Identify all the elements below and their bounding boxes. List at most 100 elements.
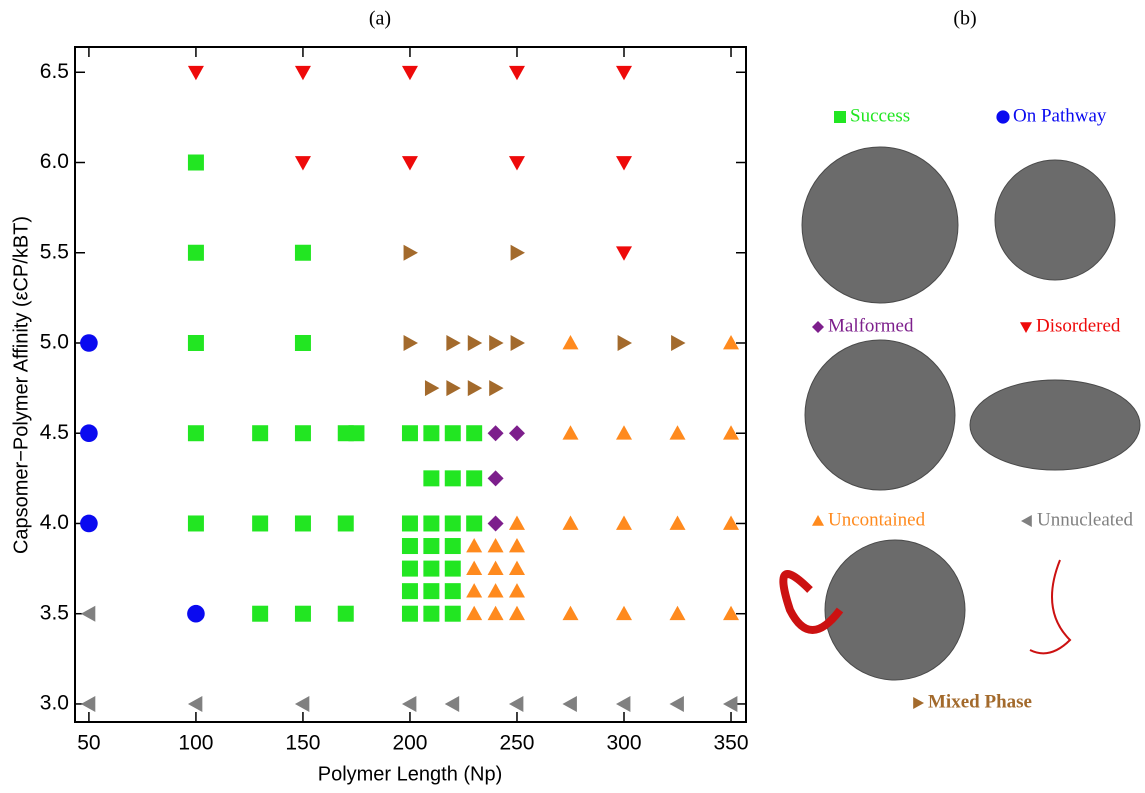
y-tick-label: 6.0: [40, 150, 69, 173]
point: [466, 470, 483, 487]
point: [423, 425, 440, 442]
polymer-image: [1029, 559, 1072, 655]
point: [401, 65, 418, 81]
point: [616, 156, 632, 171]
point: [508, 605, 525, 621]
point: [294, 515, 311, 532]
point: [489, 380, 504, 397]
point: [294, 156, 311, 171]
point: [187, 244, 204, 261]
point: [562, 695, 577, 712]
point: [401, 515, 418, 532]
point: [403, 244, 418, 261]
point: [487, 425, 504, 442]
panel-label: (a): [369, 8, 391, 30]
point: [423, 470, 440, 487]
point: [616, 65, 632, 81]
point: [669, 695, 684, 712]
point: [80, 514, 98, 533]
panel-label: (b): [953, 8, 976, 30]
point: [187, 695, 203, 712]
legend-label: Mixed Phase: [928, 691, 1032, 712]
point: [616, 515, 632, 530]
point: [423, 605, 440, 622]
point: [489, 334, 504, 351]
x-axis-label: Polymer Length (Np): [318, 763, 503, 785]
y-tick-label: 6.5: [40, 60, 69, 83]
point: [337, 515, 354, 532]
point: [444, 695, 460, 712]
y-tick-label: 5.5: [40, 240, 69, 263]
point: [466, 605, 483, 621]
point: [294, 334, 311, 351]
x-tick-label: 50: [77, 732, 100, 755]
point: [423, 583, 440, 600]
point: [616, 425, 632, 440]
y-axis-label: Capsomer−Polymer Affinity (εCP/kBT): [10, 216, 32, 554]
y-tick-label: 4.5: [40, 421, 69, 444]
point: [510, 334, 525, 351]
point: [294, 244, 311, 261]
point: [187, 425, 204, 442]
capsid-image: [824, 539, 966, 681]
point: [401, 560, 418, 577]
y-tick-label: 5.0: [40, 331, 69, 354]
point: [444, 515, 461, 532]
point: [252, 605, 269, 622]
point: [723, 425, 740, 440]
point: [508, 65, 525, 81]
point: [187, 334, 204, 351]
point: [671, 334, 686, 351]
point: [187, 604, 205, 623]
point: [487, 470, 504, 487]
legend-label: Success: [850, 105, 910, 126]
point: [508, 583, 525, 598]
point: [466, 538, 483, 553]
legend-marker: [1021, 515, 1032, 527]
point: [466, 515, 483, 532]
y-tick-label: 4.0: [40, 511, 69, 534]
point: [294, 695, 310, 712]
point: [487, 538, 504, 553]
y-tick-label: 3.0: [40, 691, 69, 714]
legend-label: Malformed: [828, 315, 914, 336]
point: [444, 583, 461, 600]
point: [401, 695, 417, 712]
point: [423, 538, 440, 555]
capsid-image: [801, 146, 959, 304]
point: [723, 515, 740, 530]
point: [723, 695, 738, 712]
point: [617, 334, 632, 351]
point: [669, 515, 686, 530]
point: [80, 695, 96, 712]
point: [444, 538, 461, 555]
point: [562, 425, 579, 440]
point: [294, 425, 311, 442]
point: [444, 605, 461, 622]
point: [403, 334, 418, 351]
point: [80, 605, 96, 622]
point: [616, 246, 632, 261]
point: [252, 425, 269, 442]
point: [508, 425, 525, 442]
point: [510, 244, 525, 261]
x-tick-label: 150: [285, 732, 320, 755]
illustrations: [779, 146, 1141, 681]
point: [348, 425, 365, 442]
point: [466, 560, 483, 575]
point: [508, 695, 524, 712]
point: [723, 334, 740, 350]
x-tick-label: 350: [713, 732, 748, 755]
point: [424, 380, 440, 397]
point: [723, 605, 740, 621]
point: [487, 605, 504, 621]
point: [401, 425, 418, 442]
point: [467, 334, 483, 351]
point: [401, 605, 418, 622]
x-tick-label: 300: [606, 732, 641, 755]
legend-label: Uncontained: [828, 509, 926, 530]
point: [80, 334, 98, 352]
point: [294, 65, 311, 81]
legend-marker: [812, 321, 824, 333]
